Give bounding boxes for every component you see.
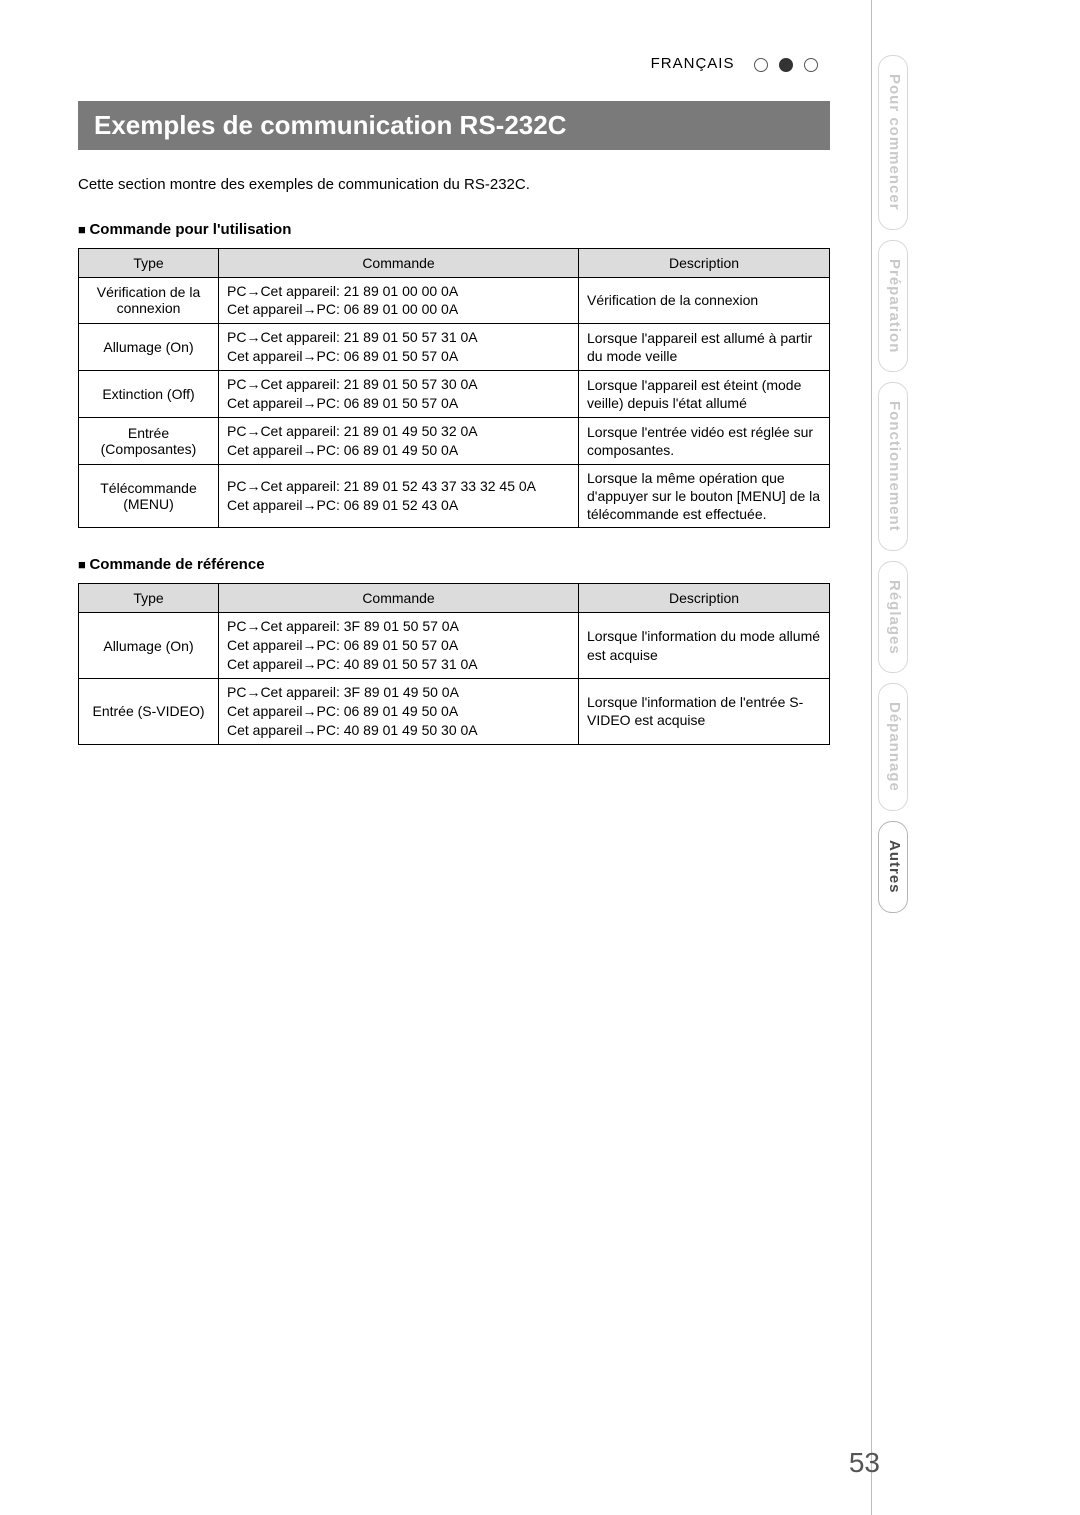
cell-desc: Lorsque l'information du mode allumé est… [579,613,830,679]
cmd-line: Cet appareil→PC: 06 89 01 50 57 0A [227,394,570,413]
facing-page-blank [920,0,1080,1515]
col-type: Type [79,584,219,613]
cell-type: Entrée (Composantes) [79,417,219,464]
tab-autres[interactable]: Autres [878,821,908,913]
intro-text: Cette section montre des exemples de com… [78,176,830,193]
cell-type: Vérification de la connexion [79,277,219,324]
cell-cmd: PC→Cet appareil: 3F 89 01 50 57 0A Cet a… [219,613,579,679]
tab-fonctionnement[interactable]: Fonctionnement [878,382,908,551]
cmd-line: PC→Cet appareil: 21 89 01 49 50 32 0A [227,422,570,441]
page-number: 53 [849,1447,880,1479]
col-description: Description [579,248,830,277]
table-row: Entrée (Composantes) PC→Cet appareil: 21… [79,417,830,464]
cell-type: Entrée (S-VIDEO) [79,678,219,744]
tab-depannage[interactable]: Dépannage [878,683,908,811]
tab-preparation[interactable]: Préparation [878,240,908,372]
cell-cmd: PC→Cet appareil: 21 89 01 52 43 37 33 32… [219,464,579,528]
cell-type: Allumage (On) [79,324,219,371]
cell-desc: Vérification de la connexion [579,277,830,324]
cell-type: Télécommande (MENU) [79,464,219,528]
language-dots [748,56,818,73]
cell-desc: Lorsque l'entrée vidéo est réglée sur co… [579,417,830,464]
table-usage-commands: Type Commande Description Vérification d… [78,248,830,529]
page-content: FRANÇAIS Exemples de communication RS-23… [0,0,860,1515]
table-row: Extinction (Off) PC→Cet appareil: 21 89 … [79,371,830,418]
dot-2 [779,58,793,72]
cmd-line: PC→Cet appareil: 21 89 01 50 57 30 0A [227,375,570,394]
cmd-line: PC→Cet appareil: 3F 89 01 50 57 0A [227,617,570,636]
col-command: Commande [219,248,579,277]
section1-heading: Commande pour l'utilisation [78,221,830,238]
cell-cmd: PC→Cet appareil: 21 89 01 50 57 31 0A Ce… [219,324,579,371]
tab-reglages[interactable]: Réglages [878,561,908,674]
cmd-line: Cet appareil→PC: 06 89 01 52 43 0A [227,496,570,515]
language-header: FRANÇAIS [78,55,830,73]
table-reference-commands: Type Commande Description Allumage (On) … [78,583,830,744]
side-tabs: Pour commencer Préparation Fonctionnemen… [878,55,908,1375]
cmd-line: PC→Cet appareil: 21 89 01 52 43 37 33 32… [227,477,570,496]
dot-3 [804,58,818,72]
cmd-line: Cet appareil→PC: 40 89 01 50 57 31 0A [227,655,570,674]
cmd-line: Cet appareil→PC: 06 89 01 50 57 0A [227,636,570,655]
cmd-line: PC→Cet appareil: 21 89 01 50 57 31 0A [227,328,570,347]
cell-cmd: PC→Cet appareil: 21 89 01 00 00 0A Cet a… [219,277,579,324]
cell-cmd: PC→Cet appareil: 21 89 01 50 57 30 0A Ce… [219,371,579,418]
cell-desc: Lorsque l'information de l'entrée S-VIDE… [579,678,830,744]
cmd-line: PC→Cet appareil: 21 89 01 00 00 0A [227,282,570,301]
cell-cmd: PC→Cet appareil: 3F 89 01 49 50 0A Cet a… [219,678,579,744]
language-label: FRANÇAIS [651,55,735,72]
tab-pour-commencer[interactable]: Pour commencer [878,55,908,230]
cmd-line: Cet appareil→PC: 06 89 01 49 50 0A [227,702,570,721]
col-description: Description [579,584,830,613]
dot-1 [754,58,768,72]
page-title: Exemples de communication RS-232C [78,101,830,150]
table-row: Télécommande (MENU) PC→Cet appareil: 21 … [79,464,830,528]
col-command: Commande [219,584,579,613]
page-divider [871,0,872,1515]
table-row: Entrée (S-VIDEO) PC→Cet appareil: 3F 89 … [79,678,830,744]
section2-heading: Commande de référence [78,556,830,573]
cmd-line: Cet appareil→PC: 06 89 01 00 00 0A [227,300,570,319]
cell-desc: Lorsque l'appareil est éteint (mode veil… [579,371,830,418]
cell-desc: Lorsque l'appareil est allumé à partir d… [579,324,830,371]
cell-type: Allumage (On) [79,613,219,679]
table-row: Allumage (On) PC→Cet appareil: 21 89 01 … [79,324,830,371]
cell-cmd: PC→Cet appareil: 21 89 01 49 50 32 0A Ce… [219,417,579,464]
cmd-line: PC→Cet appareil: 3F 89 01 49 50 0A [227,683,570,702]
cmd-line: Cet appareil→PC: 06 89 01 50 57 0A [227,347,570,366]
col-type: Type [79,248,219,277]
table-row: Vérification de la connexion PC→Cet appa… [79,277,830,324]
cmd-line: Cet appareil→PC: 40 89 01 49 50 30 0A [227,721,570,740]
cell-type: Extinction (Off) [79,371,219,418]
cell-desc: Lorsque la même opération que d'appuyer … [579,464,830,528]
table-row: Allumage (On) PC→Cet appareil: 3F 89 01 … [79,613,830,679]
cmd-line: Cet appareil→PC: 06 89 01 49 50 0A [227,441,570,460]
